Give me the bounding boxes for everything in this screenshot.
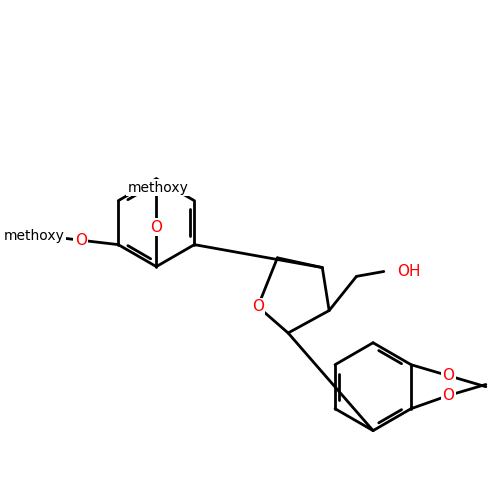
- Text: O: O: [442, 368, 454, 383]
- Text: O: O: [150, 220, 162, 234]
- Text: O: O: [75, 232, 87, 248]
- Text: O: O: [252, 299, 264, 314]
- Text: methoxy: methoxy: [128, 180, 188, 194]
- Text: OH: OH: [398, 264, 421, 279]
- Text: O: O: [442, 388, 454, 403]
- Text: methoxy: methoxy: [4, 229, 64, 243]
